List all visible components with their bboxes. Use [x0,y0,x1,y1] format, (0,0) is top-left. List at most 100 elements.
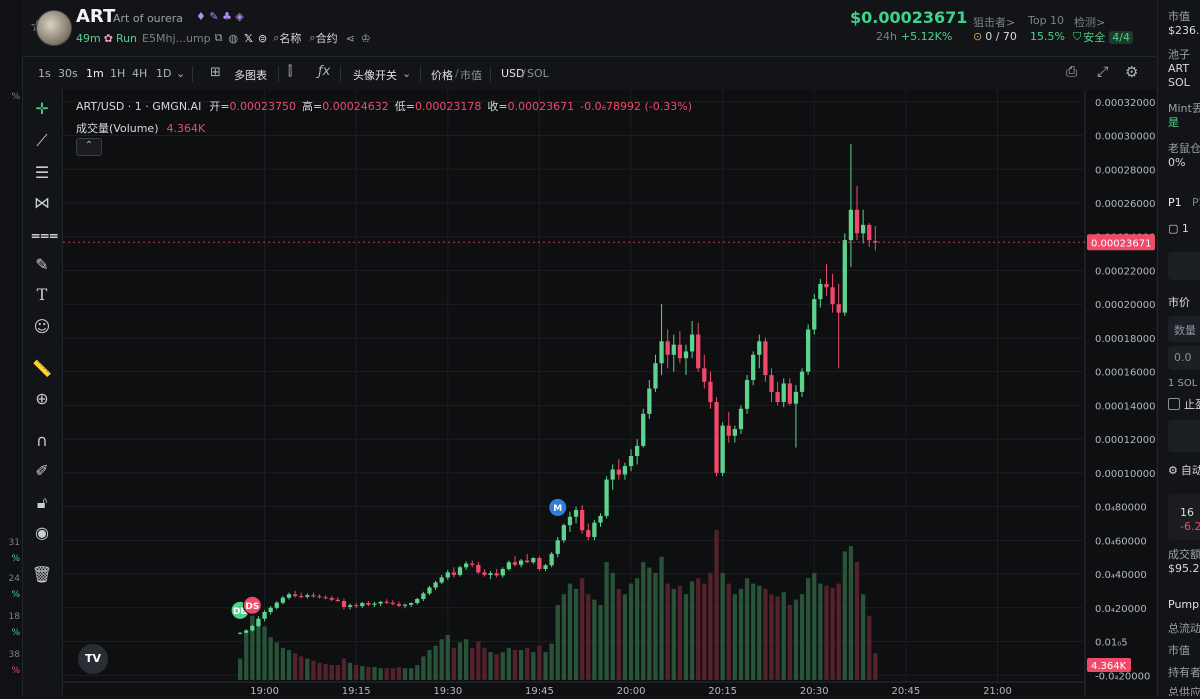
interval-1H[interactable]: 1H [110,67,126,80]
chevron-down-icon[interactable]: ⌄ [402,67,412,80]
candle-body [763,341,768,376]
gutter-value: % [11,666,20,676]
telegram-icon[interactable]: ⊜ [258,31,268,45]
search-contract-link[interactable]: 合约 [315,32,338,45]
candle-body [573,509,579,517]
volume-bar [708,572,713,680]
market-price-label[interactable]: 市价 [1168,296,1190,309]
volume-bar [335,665,340,680]
tab-p2[interactable]: P2 [1192,196,1200,209]
interval-chevron-icon[interactable]: ⌄ [176,67,186,80]
volume-bar [360,666,365,680]
trash-icon[interactable]: 🗑︎ [31,565,53,584]
quantity-input[interactable]: 数量 [1168,316,1200,342]
horizontal-lines-icon[interactable]: ☰ [34,163,50,182]
currency-sol[interactable]: SOL [527,67,549,80]
brush-icon[interactable]: ✎ [35,255,49,274]
collapse-legend-button[interactable]: ⌃ [76,138,102,156]
lock-icon[interactable]: 🔓︎ [36,493,48,512]
chart-area[interactable]: 0.00032000 0.00030000 0.00028000 0.00026000… [63,90,1156,697]
volume-bar [390,668,395,680]
interval-1m[interactable]: 1m [86,67,104,80]
indicators-icon[interactable]: ƒx [318,64,331,79]
crosshair-icon[interactable]: ✛ [35,99,49,118]
gutter-value: 38 [8,650,20,660]
volume-value: 4.364K [166,121,206,135]
pool-label: 池子 [1168,48,1190,61]
tab-p1[interactable]: P1 [1168,196,1182,209]
submit-button-edge[interactable] [1168,420,1200,452]
settings-gear-icon[interactable]: ⚙ [1125,63,1139,81]
current-price-label: 0.00023671 [1091,238,1151,249]
buy-button-edge[interactable] [1168,252,1200,280]
interval-1D[interactable]: 1D [156,67,172,80]
lock-drawing-icon[interactable]: ✐ [35,461,49,480]
take-profit-checkbox[interactable]: 止盈 [1168,396,1200,412]
mcap-toggle[interactable]: 市值 [460,69,482,82]
magnet-icon[interactable]: ∩ [36,431,48,450]
x-icon[interactable]: 𝕏 [244,31,254,45]
pattern-icon[interactable]: ⋈ [34,193,50,212]
trade-marker [548,497,568,517]
volume-bar [512,650,518,680]
volume-bar [531,652,536,680]
stat-change: -6.2 [1180,520,1200,533]
add-chart-icon[interactable]: ⊞ [210,65,221,80]
x-tick-label: 20:30 [800,686,829,696]
candle-body [561,525,566,541]
token-address[interactable]: E5Mhj...ump [142,31,211,45]
candlestick-chart[interactable]: 0.00032000 0.00030000 0.00028000 0.00026000… [63,90,1156,697]
interval-1s[interactable]: 1s [38,67,51,80]
gutter-value: % [11,590,20,600]
x-tick-label: 19:15 [342,686,371,696]
fib-icon[interactable]: ⩶ [31,225,59,244]
pool-base: ART [1168,62,1190,75]
volume-bar [262,626,267,680]
gutter-value: % [11,554,20,564]
rat-label: 老鼠仓 [1168,142,1200,155]
search-name-icon[interactable]: ⌕ [273,31,280,44]
volume-bar [836,583,841,680]
audit-label[interactable]: 检测> [1074,16,1106,29]
multi-chart-button[interactable]: 多图表 [234,69,267,82]
emoji-icon[interactable]: ☺ [33,317,51,336]
high-label: 高 [302,100,314,113]
candle-body [341,601,347,607]
candle-body [427,587,432,594]
candle-body [506,562,512,569]
text-icon[interactable]: T [36,285,48,304]
eye-icon[interactable]: ◉ [35,523,49,542]
candle-body [842,240,847,313]
preset-selector[interactable]: ▢ 1 [1168,222,1189,235]
candle-body [610,469,615,480]
crown-icon[interactable]: ♔ [360,31,371,45]
candle-body [262,612,267,619]
divider [420,66,421,82]
currency-usd[interactable]: USD [501,67,525,80]
copy-icon[interactable]: ⧉ [214,31,223,44]
search-contract-icon[interactable]: ⌕ [309,31,316,44]
fullscreen-icon[interactable]: ⤢ [1097,64,1109,80]
auto-toggle[interactable]: ⚙自动 [1168,463,1200,478]
globe-icon[interactable]: ◍ [228,31,239,45]
zoom-in-icon[interactable]: ⊕ [35,389,49,408]
candle-style-icon[interactable]: ⫿ [288,64,293,79]
snipers-label[interactable]: 狙击者> [973,16,1016,29]
volume-bar [628,583,634,680]
price-toggle[interactable]: 价格 [431,69,453,82]
interval-4H[interactable]: 4H [132,67,148,80]
share-icon[interactable]: ⋖ [345,31,355,45]
quantity-field[interactable]: 0.0 [1168,346,1200,370]
camera-icon[interactable]: ⎙ [1066,64,1078,80]
search-name-link[interactable]: 名称 [279,32,302,45]
ruler-icon[interactable]: 📏 [32,359,52,378]
y-tick-label: 0.0₄20000 [1095,604,1147,615]
price-change: 24h +5.12K% [876,30,952,43]
interval-30s[interactable]: 30s [58,67,78,80]
candle-body [323,597,328,599]
volume-bar [537,645,542,680]
trendline-icon[interactable]: ⟋ [36,131,48,150]
y-tick-label: 0.0₄80000 [1095,503,1147,514]
avatar-toggle-button[interactable]: 头像开关 [353,69,397,82]
x-tick-label: 19:00 [250,686,279,696]
